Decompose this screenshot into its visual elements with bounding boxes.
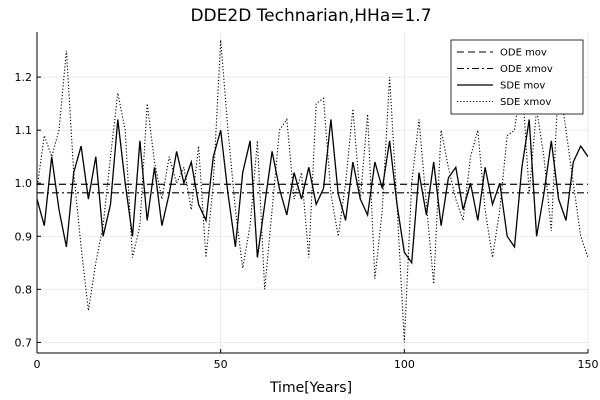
x-tick-label: 50 [214,358,228,371]
x-tick-label: 150 [578,358,599,371]
y-tick-label: 0.7 [15,336,33,349]
x-axis-label: Time[Years] [269,380,352,396]
y-tick-label: 1.1 [15,124,33,137]
tick-labels: 0 50 100 150 0.7 0.8 0.9 1.0 1.1 1.2 [15,71,599,371]
chart-title: DDE2D Technarian,HHa=1.7 [190,6,431,26]
legend-label: SDE mov [500,81,545,92]
legend: ODE mov ODE xmov SDE mov SDE xmov [450,39,584,115]
y-tick-label: 0.9 [15,230,33,243]
axes [36,32,589,354]
y-tick-label: 1.2 [15,71,33,84]
series-sde-mov-line [37,119,588,265]
x-tick-label: 0 [34,358,41,371]
x-tick-label: 100 [394,358,415,371]
y-tick-label: 1.0 [15,177,33,190]
series-layer [37,39,588,343]
legend-label: ODE mov [500,48,547,59]
legend-label: SDE xmov [500,97,551,108]
y-tick-label: 0.8 [15,283,33,296]
legend-label: ODE xmov [500,64,553,75]
series-sde-xmov-line [37,39,588,343]
